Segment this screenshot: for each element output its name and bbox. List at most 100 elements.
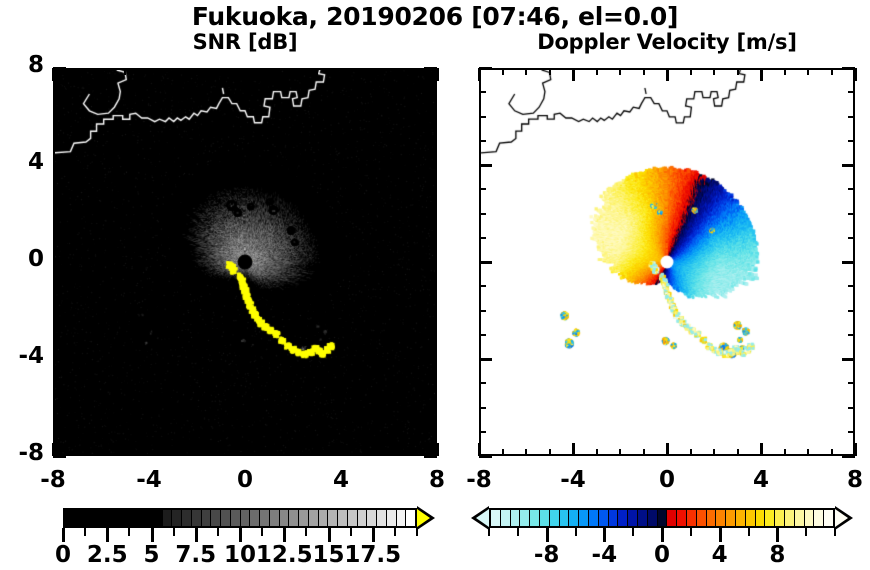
axis-tick-x xyxy=(477,443,481,456)
axis-tick-x xyxy=(853,443,857,456)
doppler-plot-area[interactable] xyxy=(479,68,855,456)
axis-tick-x xyxy=(388,68,390,75)
axis-tick-y xyxy=(479,357,492,361)
axis-tick-y xyxy=(479,66,492,70)
axis-tick-x xyxy=(548,68,551,75)
axis-label-x: 4 xyxy=(332,467,349,493)
axis-tick-x xyxy=(268,68,270,75)
axis-tick-x xyxy=(339,443,343,456)
axis-tick-x xyxy=(268,449,270,456)
colorbar-tick xyxy=(545,528,549,542)
axis-tick-x xyxy=(830,68,833,75)
axis-tick-x xyxy=(759,443,763,456)
axis-tick-x xyxy=(316,449,318,456)
colorbar-tick xyxy=(106,528,110,542)
axis-tick-y xyxy=(53,236,60,239)
axis-tick-y xyxy=(848,212,855,215)
colorbar-label: 15 xyxy=(312,542,345,568)
axis-tick-y xyxy=(53,454,66,458)
axis-tick-x xyxy=(196,68,198,75)
axis-tick-y xyxy=(479,406,486,409)
axis-tick-y xyxy=(424,66,437,70)
colorbar-tick xyxy=(349,528,352,536)
axis-tick-x xyxy=(51,443,55,456)
panel-title-doppler: Doppler Velocity [m/s] xyxy=(537,30,797,54)
colorbar-tick xyxy=(62,528,65,542)
colorbar-label: 7.5 xyxy=(175,542,217,568)
axis-tick-y xyxy=(479,115,486,118)
axis-tick-y xyxy=(848,309,855,312)
axis-tick-y xyxy=(430,91,437,94)
axis-tick-x xyxy=(412,68,414,75)
colorbar-tick xyxy=(150,528,154,542)
axis-tick-y xyxy=(479,260,492,264)
axis-tick-y xyxy=(848,139,855,142)
axis-tick-y xyxy=(430,285,437,288)
axis-tick-x xyxy=(665,443,669,456)
axis-tick-y xyxy=(430,139,437,142)
snr-plot-area[interactable] xyxy=(53,68,437,456)
axis-tick-y xyxy=(479,430,486,433)
axis-tick-y xyxy=(848,406,855,409)
axis-tick-x xyxy=(477,68,481,81)
axis-tick-y xyxy=(430,188,437,191)
colorbar-tick xyxy=(261,528,264,536)
axis-tick-x xyxy=(196,449,198,456)
axis-tick-y xyxy=(479,236,486,239)
axis-tick-y xyxy=(53,285,60,288)
axis-tick-x xyxy=(51,68,55,81)
colorbar-tick xyxy=(574,528,577,536)
axis-tick-x xyxy=(689,68,692,75)
axis-label-x: 0 xyxy=(236,467,253,493)
axis-tick-y xyxy=(848,382,855,385)
doppler-colorbar-bar[interactable] xyxy=(489,508,835,528)
colorbar-label: 12.5 xyxy=(255,542,313,568)
axis-tick-y xyxy=(479,454,492,458)
axis-tick-y xyxy=(848,285,855,288)
axis-tick-y xyxy=(424,454,437,458)
axis-tick-y xyxy=(53,115,60,118)
axis-tick-x xyxy=(147,68,151,81)
axis-tick-x xyxy=(172,449,174,456)
colorbar-tick xyxy=(516,528,519,536)
axis-tick-y xyxy=(479,285,486,288)
axis-tick-x xyxy=(807,449,809,456)
colorbar-label: 8 xyxy=(769,542,786,568)
snr-colorbar-bar[interactable] xyxy=(63,508,417,528)
colorbar-label: 0 xyxy=(653,542,670,568)
axis-tick-x xyxy=(243,443,247,456)
axis-tick-y xyxy=(479,188,486,191)
colorbar-label: 10 xyxy=(223,542,256,568)
axis-tick-y xyxy=(430,212,437,215)
axis-label-x: 4 xyxy=(752,467,769,493)
colorbar-tick xyxy=(327,528,331,542)
axis-tick-y xyxy=(430,236,437,239)
colorbar-label: 17.5 xyxy=(344,542,402,568)
axis-tick-x xyxy=(76,68,78,75)
axis-tick-y xyxy=(848,188,855,191)
axis-tick-y xyxy=(53,430,60,433)
colorbar-tick xyxy=(632,528,635,536)
axis-tick-x xyxy=(172,68,174,75)
axis-tick-y xyxy=(479,139,486,142)
axis-tick-x xyxy=(364,449,366,456)
axis-label-x: -4 xyxy=(136,467,162,493)
axis-label-y: -8 xyxy=(18,440,44,466)
axis-tick-y xyxy=(53,309,60,312)
axis-tick-y xyxy=(479,91,486,94)
axis-tick-y xyxy=(424,260,437,264)
doppler-colorbar-max-arrow-fill xyxy=(835,509,848,527)
axis-tick-x xyxy=(100,449,102,456)
axis-label-x: -8 xyxy=(40,467,66,493)
colorbar-label: -4 xyxy=(591,542,618,568)
axis-tick-x xyxy=(665,68,669,81)
axis-tick-y xyxy=(53,163,66,167)
axis-tick-x xyxy=(124,68,126,75)
axis-tick-y xyxy=(842,163,855,167)
axis-tick-x xyxy=(736,449,739,456)
axis-tick-y xyxy=(479,309,486,312)
axis-tick-y xyxy=(842,454,855,458)
axis-tick-y xyxy=(53,91,60,94)
axis-tick-x xyxy=(736,68,739,75)
axis-tick-x xyxy=(853,68,857,81)
